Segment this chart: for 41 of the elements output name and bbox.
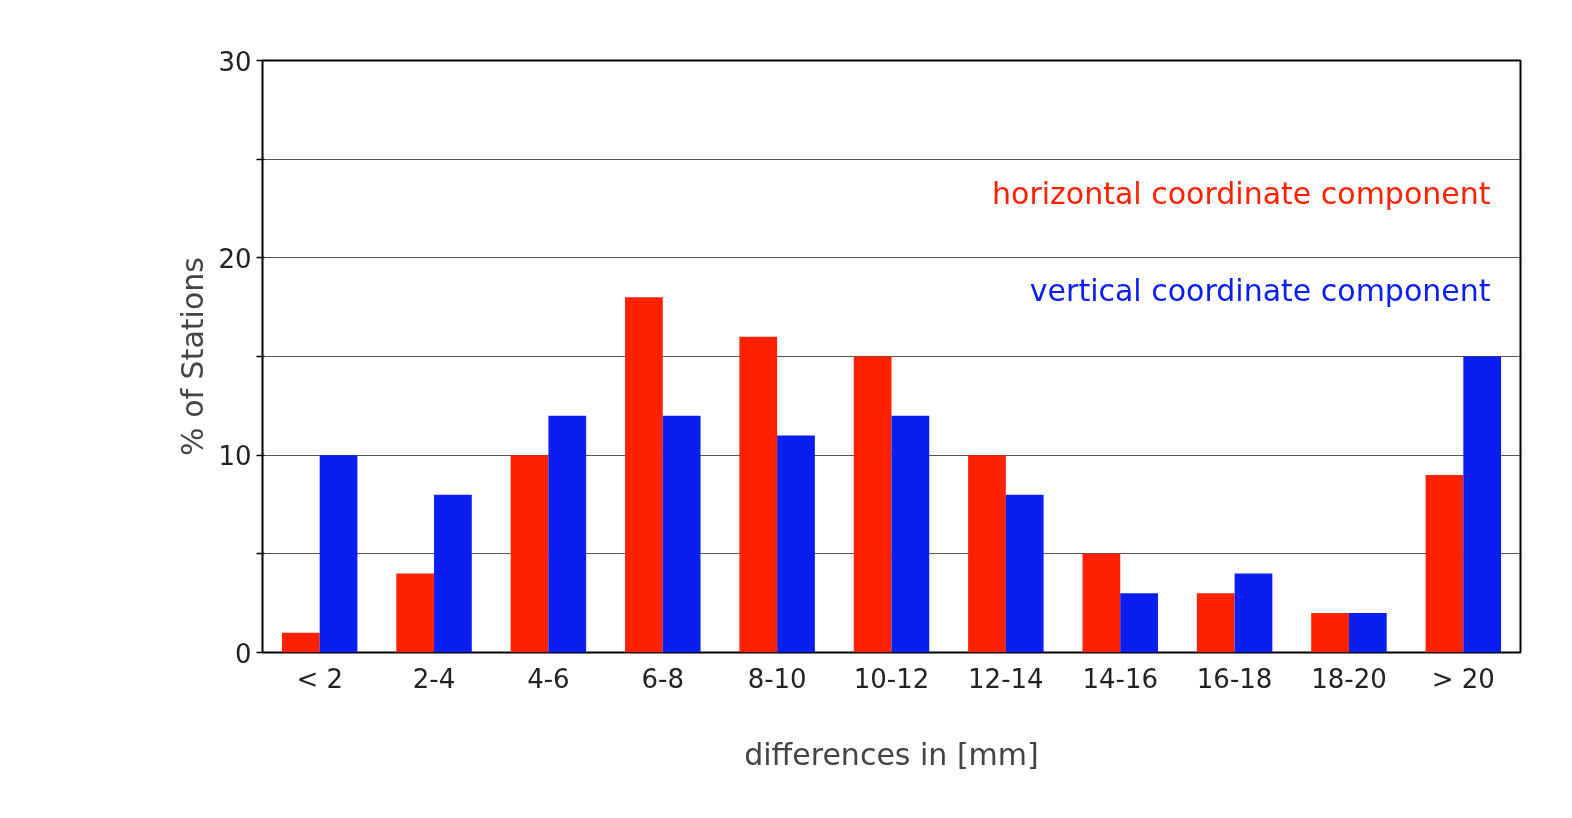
x-tick-label: 8-10 xyxy=(747,663,807,694)
bar xyxy=(1348,613,1387,653)
bar xyxy=(1234,573,1273,653)
bar xyxy=(1082,553,1121,653)
bar xyxy=(281,632,320,653)
bar xyxy=(777,435,815,653)
x-tick-label: 4-6 xyxy=(527,663,570,694)
x-tick-label: 10-12 xyxy=(853,663,930,694)
bar xyxy=(968,455,1006,653)
bar xyxy=(1196,593,1235,653)
y-tick-label: 0 xyxy=(234,638,252,669)
bar xyxy=(662,415,701,653)
bar xyxy=(548,415,587,653)
bar xyxy=(396,573,435,653)
x-tick-label: < 2 xyxy=(296,663,343,694)
bar xyxy=(625,297,663,653)
series-label: vertical coordinate component xyxy=(1029,272,1491,308)
x-axis-title: differences in [mm] xyxy=(744,736,1039,772)
bar xyxy=(1311,613,1349,653)
x-tick-label: 16-18 xyxy=(1196,663,1273,694)
bar xyxy=(319,455,358,653)
bar xyxy=(1005,494,1044,653)
bar xyxy=(1463,356,1502,653)
y-tick-label: 30 xyxy=(218,46,252,77)
bar xyxy=(1425,474,1464,653)
bar xyxy=(1120,593,1158,653)
x-tick-label: 14-16 xyxy=(1082,663,1159,694)
x-tick-label: > 20 xyxy=(1431,663,1495,694)
x-tick-label: 18-20 xyxy=(1311,663,1387,694)
y-tick-label: 10 xyxy=(218,441,252,472)
x-tick-label: 2-4 xyxy=(412,663,456,694)
bar xyxy=(434,494,472,653)
bar xyxy=(853,356,892,653)
bar xyxy=(510,455,549,653)
bar xyxy=(739,336,778,653)
x-tick-label: 12-14 xyxy=(968,663,1044,694)
y-tick-label: 20 xyxy=(218,243,252,274)
text: horizontal coordinate component xyxy=(992,175,1491,211)
y-axis-title: % of Stations xyxy=(175,257,211,456)
bar xyxy=(891,415,930,653)
x-tick-label: 6-8 xyxy=(641,663,685,694)
